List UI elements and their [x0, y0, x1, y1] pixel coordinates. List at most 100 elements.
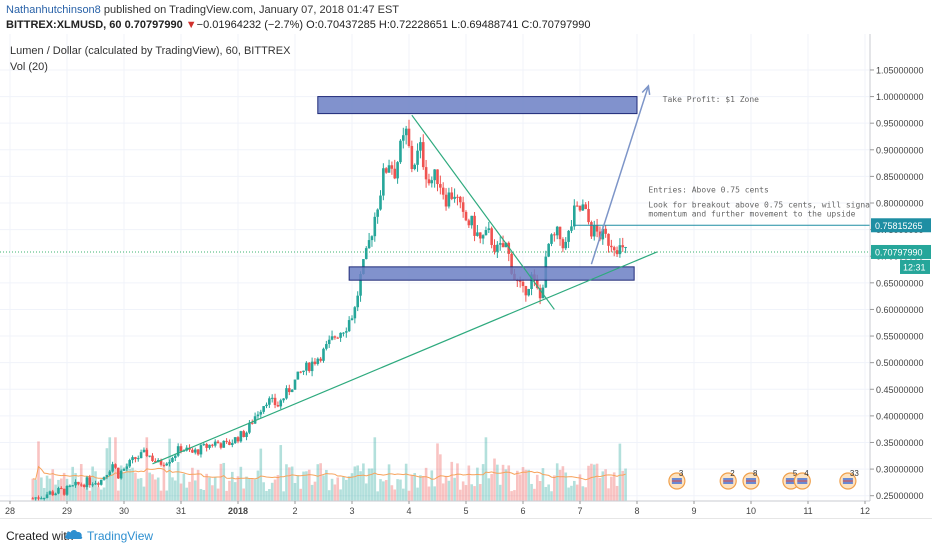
volume-bar	[156, 477, 160, 501]
candle-body	[450, 192, 454, 199]
time-tick-label: 31	[176, 506, 186, 516]
volume-bar	[193, 480, 197, 501]
candle-body	[424, 167, 428, 180]
candle-body	[265, 404, 268, 407]
candle-body	[131, 457, 134, 461]
candle-body	[484, 230, 488, 236]
volume-bar	[171, 477, 174, 501]
candle-body	[550, 234, 553, 244]
volume-bar	[441, 483, 445, 501]
candle-body	[621, 245, 625, 248]
time-tick-label: 3	[349, 506, 354, 516]
volume-bar	[305, 471, 308, 501]
volume-bar	[538, 480, 542, 501]
volume-bar	[467, 465, 471, 501]
price-label-text-level: 0.75815265	[875, 221, 923, 231]
candle-body	[307, 362, 311, 372]
chart-area[interactable]: Take Profit: $1 Zone Entries: Above 0.75 …	[0, 34, 932, 518]
candle-body	[99, 479, 103, 485]
volume-bar	[382, 481, 385, 501]
volume-bar	[185, 487, 188, 501]
volume-bar	[165, 490, 169, 501]
volume-bar	[518, 474, 522, 501]
volume-bar	[553, 475, 556, 501]
volume-bar	[316, 464, 320, 501]
volume-bar	[421, 476, 425, 501]
candle-body	[322, 348, 325, 361]
volume-bar	[393, 489, 397, 501]
countdown-text: 12:31	[903, 262, 926, 272]
tradingview-brand[interactable]: TradingView	[87, 529, 154, 543]
candles	[31, 119, 627, 501]
volume-bar	[333, 484, 337, 501]
candle-body	[305, 362, 308, 371]
volume-bar	[578, 474, 582, 501]
volume-bar	[262, 482, 265, 501]
candle-body	[564, 241, 568, 249]
volume-bar	[114, 437, 117, 501]
published-text: published on TradingView.com, January 07…	[100, 4, 400, 16]
candle-body	[487, 228, 491, 231]
volume-bar	[60, 478, 63, 501]
volume-bar	[282, 491, 285, 501]
volume-bar	[154, 479, 157, 501]
price-label-level	[871, 218, 931, 233]
volume-bar	[524, 469, 528, 501]
candle-body	[610, 245, 613, 248]
entries-label: Entries: Above 0.75 cents	[648, 185, 769, 194]
volume-bar	[94, 471, 97, 501]
volume-bar	[347, 476, 351, 501]
candle-body	[82, 484, 86, 488]
volume-bar	[231, 471, 234, 501]
candle-body	[384, 168, 388, 173]
volume-bar	[379, 479, 382, 501]
volume-bar	[139, 478, 143, 501]
author-link[interactable]: Nathanhutchinson8	[6, 4, 101, 16]
volume-bar	[399, 479, 402, 501]
volume-bar	[199, 488, 203, 501]
volume-bar	[387, 464, 391, 501]
volume-bar	[48, 478, 52, 501]
candle-body	[473, 215, 476, 236]
candle-body	[538, 288, 542, 299]
volume-bar	[273, 479, 277, 501]
candle-body	[111, 464, 114, 472]
volume-bar	[97, 487, 100, 501]
volume-bar	[461, 481, 465, 501]
volume-bar	[416, 487, 419, 501]
volume-bar	[444, 475, 448, 501]
candle-body	[279, 400, 283, 407]
price-tick-label: 0.95000000	[876, 119, 924, 129]
volume-bar	[270, 482, 274, 501]
volume-bar	[131, 467, 134, 501]
time-tick-label: 29	[62, 506, 72, 516]
volume-bar	[142, 486, 146, 501]
volume-bar	[82, 488, 86, 501]
price-chart[interactable]: Take Profit: $1 Zone Entries: Above 0.75 …	[0, 34, 932, 518]
candle-body	[498, 243, 502, 245]
candle-body	[270, 397, 274, 399]
volume-bar	[484, 437, 488, 501]
volume-ma-line	[32, 465, 626, 481]
event-count: 3	[679, 469, 684, 478]
volume-bar	[239, 466, 243, 501]
volume-bar	[117, 490, 120, 501]
volume-bar	[105, 448, 109, 501]
candle-body	[592, 225, 596, 237]
volume-bar	[222, 462, 226, 501]
change-value: −0.01964232 (−2.7%)	[196, 19, 304, 31]
volume-bar	[307, 469, 311, 501]
volume-bars	[31, 437, 627, 501]
candle-body	[290, 389, 294, 393]
volume-bar	[561, 466, 565, 501]
price-tick-label: 0.25000000	[876, 491, 924, 501]
candle-body	[419, 142, 422, 151]
candle-body	[470, 215, 473, 226]
volume-bar	[191, 467, 194, 501]
candle-body	[245, 432, 248, 437]
price-tick-label: 0.50000000	[876, 358, 924, 368]
candle-body	[168, 462, 171, 464]
volume-bar	[122, 472, 126, 501]
tradingview-cloud-icon	[65, 529, 83, 539]
volume-bar	[504, 469, 508, 501]
